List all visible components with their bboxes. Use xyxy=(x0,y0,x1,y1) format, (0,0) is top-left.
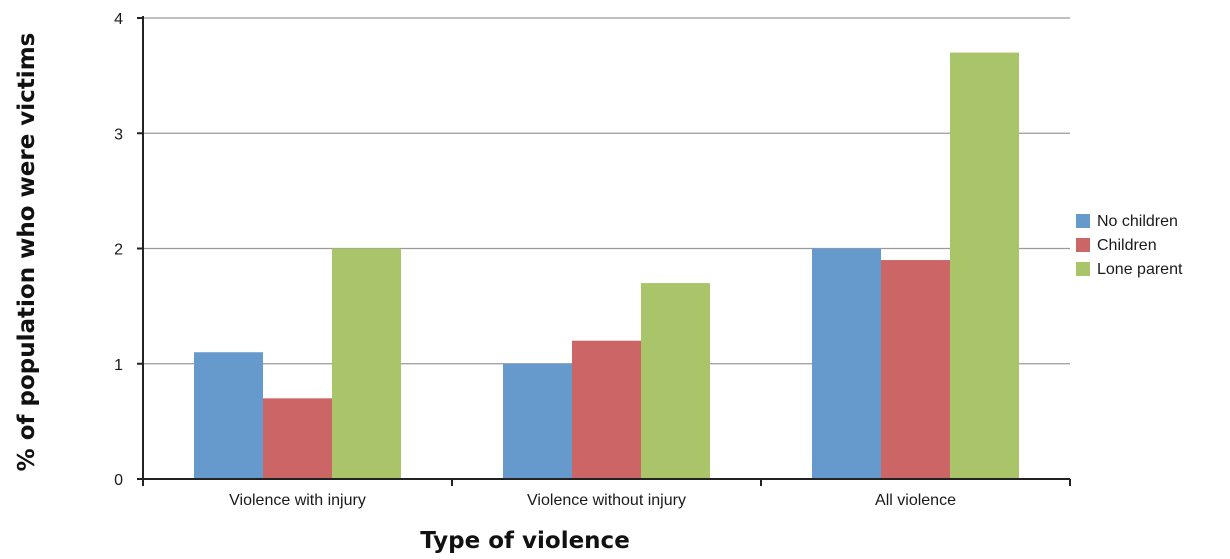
x-tick-labels: Violence with injury Violence without inj… xyxy=(229,492,956,509)
axes xyxy=(137,16,1071,486)
bar xyxy=(503,363,572,479)
y-tick-label: 1 xyxy=(114,357,123,374)
legend-label: Children xyxy=(1097,237,1157,254)
legend-swatch xyxy=(1076,214,1090,228)
legend-label: Lone parent xyxy=(1097,261,1183,278)
bar xyxy=(263,398,332,479)
x-tick-label: Violence without injury xyxy=(527,492,686,509)
x-axis-title: Type of violence xyxy=(420,528,630,554)
bar xyxy=(881,260,950,479)
y-tick-label: 4 xyxy=(114,11,123,28)
x-tick-label: Violence with injury xyxy=(229,492,366,509)
bar xyxy=(950,52,1019,479)
bar xyxy=(812,248,881,479)
legend: No children Children Lone parent xyxy=(1076,213,1183,278)
legend-swatch xyxy=(1076,238,1090,252)
y-axis-title: % of population who were victims xyxy=(14,33,40,472)
bar xyxy=(332,248,401,479)
legend-label: No children xyxy=(1097,213,1178,230)
x-tick-label: All violence xyxy=(875,492,956,509)
bar xyxy=(641,283,710,479)
y-tick-label: 2 xyxy=(114,242,123,259)
legend-swatch xyxy=(1076,262,1090,276)
y-tick-label: 0 xyxy=(114,472,123,489)
bar xyxy=(194,352,263,479)
bars xyxy=(194,52,1019,479)
y-tick-labels: 0 1 2 3 4 xyxy=(114,11,123,489)
bar xyxy=(572,340,641,479)
y-tick-label: 3 xyxy=(114,126,123,143)
